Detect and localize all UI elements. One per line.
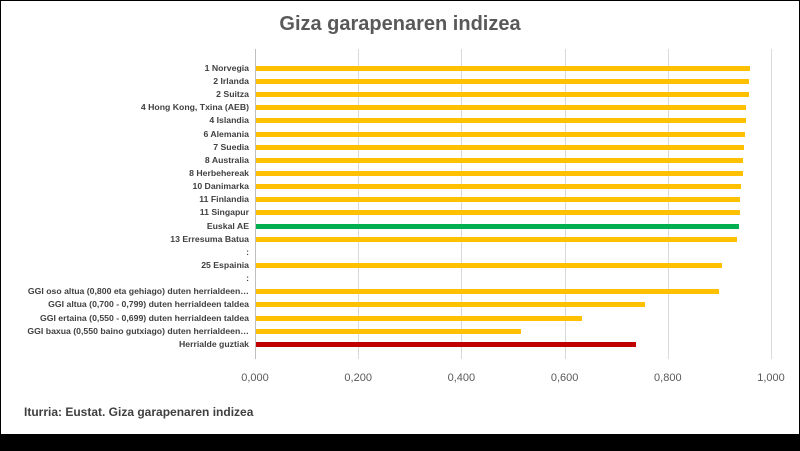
category-label: 13 Erresuma Batua — [170, 233, 249, 244]
category-label: 10 Danimarka — [192, 181, 249, 192]
bar-country — [256, 65, 750, 71]
gridline — [667, 49, 669, 359]
bar-country — [256, 328, 521, 334]
bar-country — [256, 210, 740, 216]
category-label: GGI ertaina (0,550 - 0,699) duten herria… — [39, 312, 249, 323]
category-label: 2 Suitza — [216, 89, 249, 100]
category-label: 7 Suedia — [213, 141, 249, 152]
bar-country — [256, 92, 749, 98]
category-label: 8 Australia — [204, 154, 249, 165]
bar-herrialde-guztiak — [256, 341, 637, 347]
y-axis-line — [255, 49, 256, 359]
bar-country — [256, 105, 746, 111]
category-label: 11 Finlandia — [199, 194, 249, 205]
bar-country — [256, 118, 746, 124]
category-label: 4 Hong Kong, Txina (AEB) — [140, 102, 249, 113]
bar-country — [256, 170, 744, 176]
category-label: 8 Herbehereak — [189, 167, 249, 178]
category-label: GGI baxua (0,550 baino gutxiago) duten h… — [27, 325, 249, 336]
bar-country — [256, 263, 723, 268]
x-tick-label: 1,000 — [757, 372, 785, 384]
category-label: : — [246, 273, 249, 284]
x-tick-label: 0,600 — [550, 372, 579, 384]
bar-euskal-ae — [256, 223, 740, 229]
chart-title: Giza garapenaren indizea — [279, 13, 521, 35]
bar-country — [256, 78, 749, 84]
bar-country — [256, 302, 645, 308]
gridline — [771, 49, 772, 359]
x-tick-label: 0,200 — [344, 372, 372, 384]
x-tick-label: 0,400 — [447, 372, 476, 384]
category-label: GGI oso altua (0,800 eta gehiago) duten … — [27, 286, 249, 297]
category-label: Herrialde guztiak — [178, 338, 249, 349]
category-label: 2 Irlanda — [213, 75, 249, 86]
bottom-black-bar — [1, 434, 799, 450]
x-tick-label: 0,800 — [654, 372, 682, 384]
bar-country — [256, 197, 740, 203]
category-label: : — [246, 246, 249, 257]
category-label: 25 Espainia — [201, 260, 249, 270]
category-label: 6 Alemania — [203, 128, 249, 139]
category-label: GGI altua (0,700 - 0,799) duten herriald… — [48, 299, 249, 310]
bar-country — [256, 144, 744, 150]
x-tick-label: 0,000 — [241, 372, 269, 384]
source-caption: Iturria: Eustat. Giza garapenaren indize… — [24, 405, 254, 419]
bar-country — [256, 157, 744, 163]
category-label: 11 Singapur — [199, 207, 249, 218]
bar-country — [256, 315, 582, 321]
bar-country — [256, 289, 720, 295]
category-label: Euskal AE — [206, 220, 249, 231]
gridline — [358, 49, 360, 359]
gridline — [461, 49, 463, 359]
category-label: 4 Islandia — [209, 115, 249, 126]
bar-country — [256, 236, 737, 242]
bar-country — [256, 184, 742, 190]
gridline — [564, 49, 566, 359]
category-label: 1 Norvegia — [204, 62, 249, 73]
bar-country — [256, 131, 745, 137]
